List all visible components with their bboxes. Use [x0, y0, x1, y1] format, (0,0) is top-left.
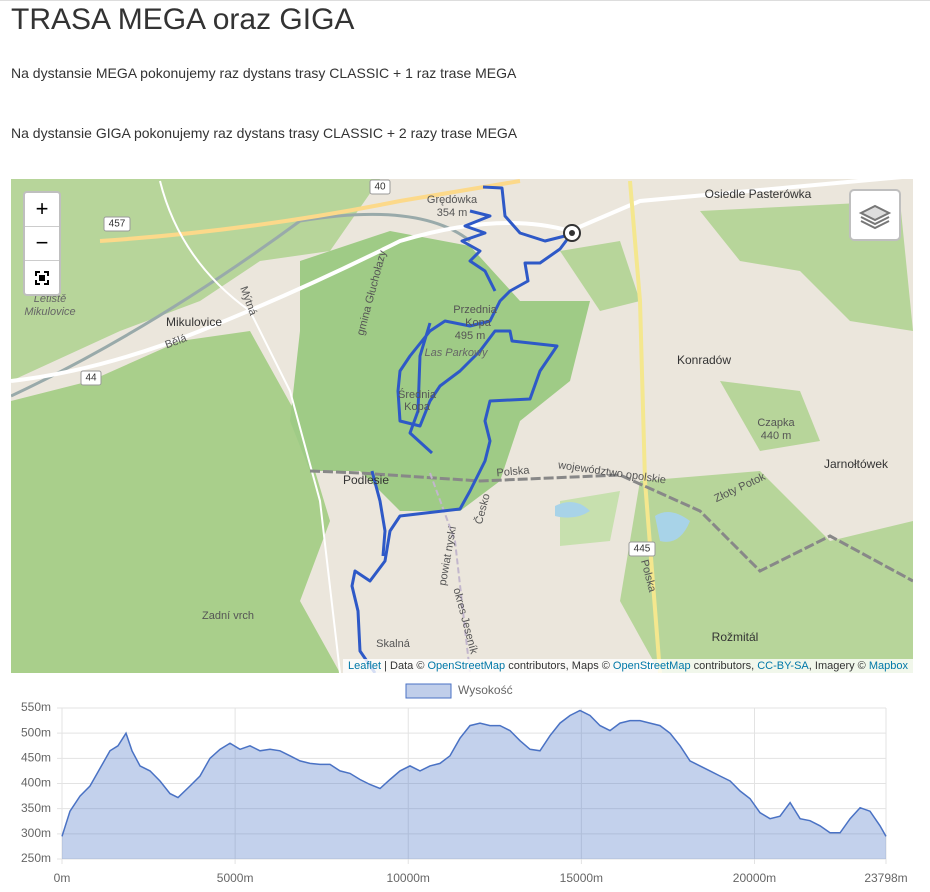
attribution-text: , Imagery ©	[808, 660, 869, 672]
road-number: 44	[85, 373, 97, 384]
attribution-text: contributors,	[690, 660, 758, 672]
attribution-link[interactable]: Leaflet	[348, 660, 382, 672]
attribution-link[interactable]: OpenStreetMap	[612, 660, 691, 672]
area-fill	[62, 710, 886, 859]
y-tick-label: 550m	[21, 700, 51, 714]
road-number: 457	[109, 219, 126, 230]
map-label: Czapka	[757, 417, 795, 429]
attribution-text: contributors, Maps ©	[505, 660, 613, 672]
elevation-line	[61, 709, 887, 837]
fullscreen-button[interactable]	[25, 261, 59, 294]
y-tick-label: 250m	[21, 851, 51, 865]
x-tick-label: 10000m	[387, 871, 430, 885]
y-tick-label: 450m	[21, 751, 51, 765]
map-label: Przednia	[453, 304, 497, 316]
y-tick-label: 400m	[21, 776, 51, 790]
attribution-link[interactable]: OpenStreetMap	[427, 660, 506, 672]
page-title: TRASA MEGA oraz GIGA	[11, 3, 355, 36]
y-tick-label: 300m	[21, 826, 51, 840]
map-label: 354 m	[437, 207, 468, 219]
paragraph: Na dystansie MEGA pokonujemy raz dystans…	[11, 65, 517, 81]
legend-swatch	[405, 683, 452, 699]
map-label: Rožmitál	[712, 630, 759, 644]
map-label: Osiedle Pasterówka	[705, 187, 812, 201]
zoom-control: + −	[23, 191, 61, 296]
map-label: Średnia	[398, 388, 437, 401]
map-label: Polska	[496, 464, 531, 479]
map-label: Podlesie	[343, 473, 389, 487]
attribution: Leaflet | Data © OpenStreetMap contribut…	[343, 659, 913, 673]
map-label: Skalná	[376, 638, 411, 650]
x-tick-label: 15000m	[560, 871, 603, 885]
layers-button[interactable]	[849, 189, 901, 241]
paragraph: Na dystansie GIGA pokonujemy raz dystans…	[11, 125, 518, 141]
attribution-link[interactable]: Mapbox	[868, 660, 908, 672]
x-tick-label: 5000m	[217, 871, 254, 885]
map-label: Jarnołtówek	[824, 457, 889, 471]
map-label: Konradów	[677, 353, 731, 367]
map-label: Zadní vrch	[202, 610, 254, 622]
map-label: Las Parkowy	[425, 347, 489, 359]
y-tick-label: 350m	[21, 801, 51, 815]
map-label: Mikulovice	[166, 315, 222, 329]
map-label: 440 m	[761, 430, 792, 442]
map-label: Grędówka	[427, 194, 478, 206]
attribution-link[interactable]: CC-BY-SA	[757, 660, 809, 672]
map-label: Kopa	[465, 317, 492, 329]
x-tick-label: 23798m	[864, 871, 907, 885]
zoom-in[interactable]: +	[25, 193, 59, 227]
legend-label[interactable]: Wysokość	[458, 683, 513, 697]
map-label: Kopa	[404, 401, 431, 413]
x-tick-label: 0m	[54, 871, 71, 885]
zoom-out[interactable]: −	[25, 227, 59, 261]
map[interactable]: Osiedle Pasterówka Grędówka 354 m 40 457…	[11, 179, 913, 673]
x-tick-label: 20000m	[733, 871, 776, 885]
map-tiles: Osiedle Pasterówka Grędówka 354 m 40 457…	[11, 179, 913, 673]
attribution-text: | Data ©	[381, 660, 428, 672]
map-label: 495 m	[455, 330, 486, 342]
road-number: 445	[634, 544, 651, 555]
y-tick-label: 500m	[21, 725, 51, 739]
map-label: Mikulovice	[24, 306, 75, 318]
road-number: 40	[374, 182, 386, 193]
elevation-chart: Wysokość 250m 300m 350m 400m 450m 500m 550m 0m 5…	[21, 683, 908, 885]
